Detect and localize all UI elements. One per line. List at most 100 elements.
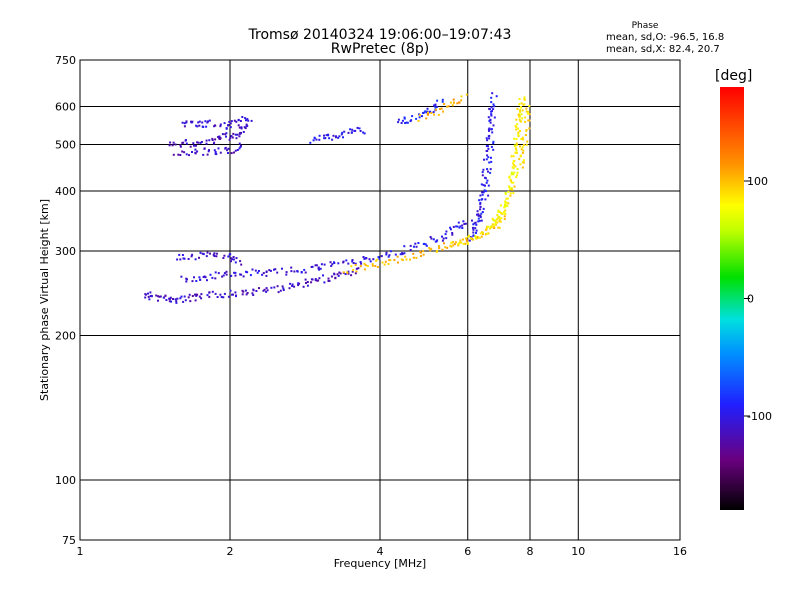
echo-point	[506, 197, 509, 200]
echo-point	[487, 156, 490, 159]
echo-point	[384, 260, 387, 263]
echo-point	[242, 290, 245, 293]
echo-point	[528, 105, 531, 107]
echo-point	[165, 299, 168, 301]
echo-point	[178, 253, 181, 256]
echo-point	[352, 262, 355, 264]
echo-point	[222, 274, 225, 277]
colorbar-ticks: -100 0 100	[744, 175, 772, 423]
echo-point	[519, 110, 522, 113]
echo-point	[369, 260, 372, 263]
echo-point	[472, 231, 475, 234]
echo-point	[197, 121, 200, 124]
echo-point	[330, 275, 333, 278]
echo-point	[362, 131, 365, 134]
echo-point	[204, 120, 207, 123]
echo-point	[235, 295, 237, 298]
echo-point	[215, 255, 218, 258]
echo-point	[225, 135, 227, 138]
echo-point	[331, 138, 334, 141]
echo-point	[273, 286, 276, 289]
echo-point	[422, 250, 425, 253]
echo-point	[227, 147, 230, 150]
echo-point	[316, 279, 319, 282]
echo-point	[214, 277, 217, 280]
stats-x-mode: mean, sd,X: 82.4, 20.7	[606, 44, 720, 55]
echo-point	[187, 296, 190, 299]
x-tick-label: 6	[464, 545, 471, 558]
echo-point	[144, 293, 147, 296]
echo-point	[266, 289, 269, 292]
echo-point	[474, 221, 477, 224]
y-tick-label: 400	[55, 185, 76, 198]
echo-point	[258, 287, 260, 290]
echo-point	[417, 242, 420, 244]
echo-point	[479, 232, 482, 235]
echo-point	[233, 119, 236, 122]
echo-point	[450, 101, 452, 104]
echo-point	[441, 235, 443, 238]
echo-point	[389, 250, 392, 253]
echo-point	[359, 261, 362, 263]
echo-point	[525, 107, 528, 110]
echo-point	[503, 215, 506, 218]
echo-point	[497, 226, 500, 229]
echo-point	[504, 209, 507, 212]
echo-point	[320, 263, 323, 266]
echo-point	[232, 132, 235, 135]
echo-point	[427, 111, 429, 114]
echo-point	[437, 245, 440, 248]
colorbar-tick-label: 0	[747, 293, 754, 306]
echo-point	[496, 218, 498, 221]
echo-point	[314, 278, 317, 280]
echo-point	[489, 119, 492, 122]
echo-point	[216, 296, 219, 298]
echo-point	[509, 188, 512, 191]
echo-point	[188, 154, 190, 157]
echo-point	[347, 262, 350, 265]
echo-point	[179, 154, 182, 156]
echo-point	[245, 123, 248, 126]
echo-point	[523, 96, 526, 99]
echo-point	[503, 210, 506, 213]
echo-point	[147, 292, 149, 295]
echo-point	[512, 160, 515, 163]
echo-point	[464, 237, 467, 240]
echo-point	[517, 127, 520, 130]
echo-point	[172, 141, 175, 144]
echo-point	[477, 213, 480, 216]
echo-point	[185, 120, 188, 123]
echo-point	[470, 237, 473, 240]
echo-point	[500, 204, 502, 207]
echo-point	[211, 290, 214, 293]
echo-point	[164, 294, 167, 297]
echo-point	[191, 253, 194, 256]
echo-point	[480, 235, 483, 238]
echo-point	[225, 270, 228, 273]
echo-point	[256, 271, 259, 274]
echo-point	[500, 212, 503, 215]
stats-o-mode: mean, sd,O: -96.5, 16.8	[606, 32, 725, 43]
echo-point	[293, 285, 296, 288]
echo-point	[351, 259, 354, 261]
echo-point	[527, 110, 530, 113]
echo-point	[363, 262, 366, 265]
echo-point	[232, 258, 235, 261]
echo-point	[442, 110, 445, 113]
echo-point	[229, 289, 232, 292]
echo-point	[444, 233, 447, 236]
echo-point	[468, 234, 470, 237]
echo-point	[364, 257, 367, 259]
echo-point	[246, 271, 249, 274]
echo-point	[507, 190, 510, 193]
echo-point	[374, 265, 377, 267]
echo-point	[318, 277, 321, 280]
echo-point	[323, 263, 326, 266]
echo-point	[518, 115, 521, 118]
echo-point	[223, 122, 226, 125]
echo-point	[314, 264, 317, 267]
echo-point	[516, 123, 519, 126]
echo-point	[191, 120, 194, 123]
echo-point	[516, 171, 519, 174]
echo-point	[403, 117, 406, 120]
